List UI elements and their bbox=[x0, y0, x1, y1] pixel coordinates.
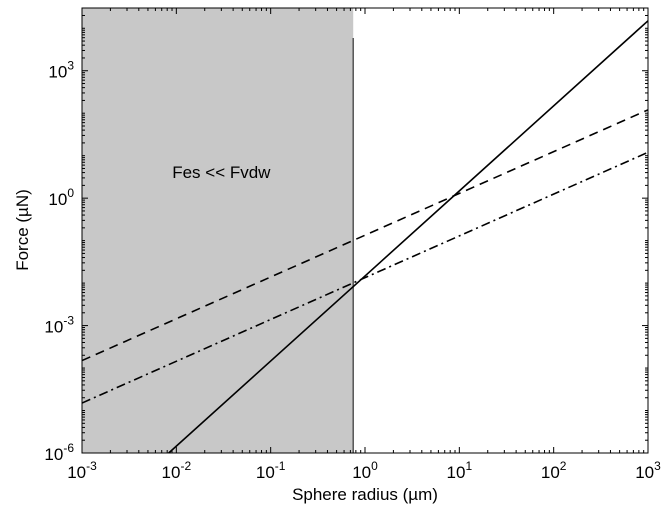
x-axis-label: Sphere radius (µm) bbox=[292, 485, 438, 504]
x-tick-label: 10-2 bbox=[162, 459, 192, 482]
x-tick-label: 103 bbox=[635, 459, 661, 482]
y-tick-label: 103 bbox=[48, 59, 74, 82]
y-tick-label: 10-6 bbox=[44, 441, 74, 464]
tick-marks bbox=[81, 7, 648, 454]
y-axis-label: Force (µN) bbox=[13, 189, 32, 271]
shaded-rect bbox=[82, 8, 354, 453]
x-tick-labels: 10-3 10-2 10-1 100 101 102 103 bbox=[67, 459, 661, 482]
region-annotation: Fes << Fvdw bbox=[172, 163, 271, 182]
x-tick-label: 102 bbox=[541, 459, 567, 482]
shaded-region bbox=[82, 8, 354, 453]
series-line-solid bbox=[168, 20, 649, 454]
y-tick-label: 10-3 bbox=[44, 314, 74, 337]
y-tick-label: 100 bbox=[48, 186, 74, 209]
series-line-dashed bbox=[81, 109, 649, 362]
x-tick-label: 10-3 bbox=[67, 459, 97, 482]
series-line-dashdot bbox=[81, 151, 649, 404]
x-tick-label: 101 bbox=[447, 459, 473, 482]
x-tick-label: 100 bbox=[352, 459, 378, 482]
x-tick-label: 10-1 bbox=[256, 459, 286, 482]
series-lines bbox=[81, 20, 649, 454]
y-tick-labels: 10-6 10-3 100 103 bbox=[44, 59, 74, 464]
